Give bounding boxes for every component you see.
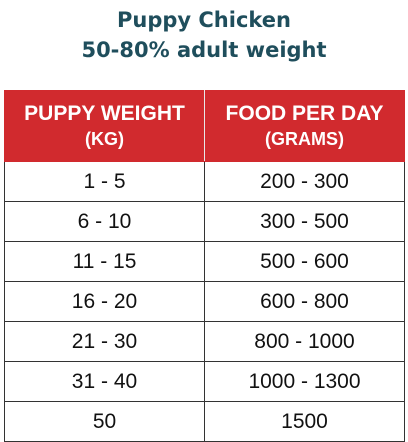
- table-row: 50 1500: [4, 401, 405, 442]
- table-row: 11 - 15 500 - 600: [4, 241, 405, 282]
- cell-puppy-weight: 16 - 20: [4, 281, 205, 322]
- cell-food-per-day: 800 - 1000: [204, 321, 405, 362]
- cell-food-per-day: 200 - 300: [204, 161, 405, 202]
- cell-puppy-weight: 6 - 10: [4, 201, 205, 242]
- cell-food-per-day: 1000 - 1300: [204, 361, 405, 402]
- cell-food-per-day: 500 - 600: [204, 241, 405, 282]
- title-product-name: Puppy Chicken: [116, 8, 291, 32]
- cell-puppy-weight: 21 - 30: [4, 321, 205, 362]
- header-food-per-day-label: FOOD PER DAY: [225, 102, 384, 125]
- table-row: 6 - 10 300 - 500: [4, 201, 405, 242]
- header-puppy-weight: PUPPY WEIGHT (KG): [4, 90, 205, 162]
- cell-food-per-day: 300 - 500: [204, 201, 405, 242]
- table-row: 31 - 40 1000 - 1300: [4, 361, 405, 402]
- feeding-table: PUPPY WEIGHT (KG) FOOD PER DAY (GRAMS) 1…: [4, 90, 405, 442]
- table-row: 1 - 5 200 - 300: [4, 161, 405, 202]
- cell-food-per-day: 600 - 800: [204, 281, 405, 322]
- table-row: 16 - 20 600 - 800: [4, 281, 405, 322]
- table-header-row: PUPPY WEIGHT (KG) FOOD PER DAY (GRAMS): [4, 90, 405, 162]
- table-row: 21 - 30 800 - 1000: [4, 321, 405, 362]
- cell-puppy-weight: 50: [4, 401, 205, 442]
- header-puppy-weight-label: PUPPY WEIGHT: [24, 102, 185, 125]
- header-food-per-day: FOOD PER DAY (GRAMS): [204, 90, 405, 162]
- cell-puppy-weight: 11 - 15: [4, 241, 205, 282]
- cell-puppy-weight: 1 - 5: [4, 161, 205, 202]
- header-food-per-day-unit: (GRAMS): [265, 129, 344, 149]
- header-puppy-weight-unit: (KG): [85, 129, 124, 149]
- cell-puppy-weight: 31 - 40: [4, 361, 205, 402]
- title-weight-range: 50-80% adult weight: [81, 38, 327, 62]
- cell-food-per-day: 1500: [204, 401, 405, 442]
